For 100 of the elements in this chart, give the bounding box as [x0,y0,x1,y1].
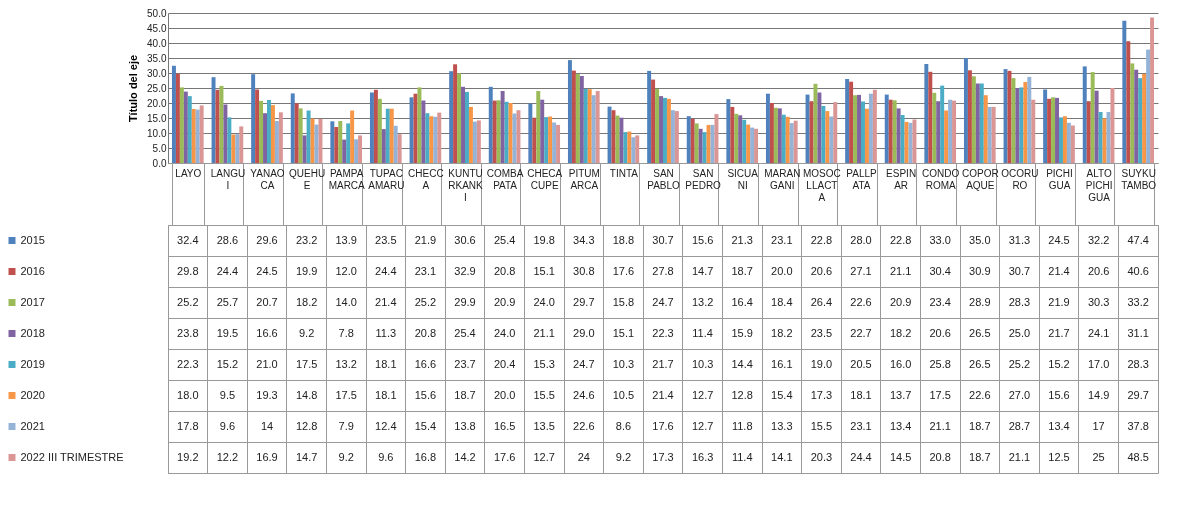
bar [191,109,196,163]
data-label: 19.3 [256,388,278,401]
data-label: 22.3 [177,357,199,370]
bar [674,111,679,163]
data-label: 21.1 [889,264,912,277]
bar [1043,89,1048,163]
data-label: 23.8 [177,326,199,339]
data-label: 7.9 [338,419,354,432]
data-label: 24.7 [573,357,595,370]
data-label: 33.2 [1127,295,1149,308]
bar [936,101,941,163]
data-label: 18.7 [731,264,753,277]
bar [381,129,386,163]
bar [251,74,256,163]
data-label: 22.8 [889,233,912,246]
data-label: 12.7 [691,388,714,401]
data-label: 17.6 [612,264,635,277]
data-label: 20.5 [850,357,872,370]
bar [979,83,984,163]
bar [575,73,580,163]
data-label: 21.9 [414,233,437,246]
bar [504,101,509,163]
bar [666,98,671,163]
data-label: 21.1 [929,419,951,432]
bar [223,104,228,163]
data-label: 18.1 [375,388,397,401]
x-tick-label: YANAOCA [250,167,285,191]
bar [659,96,663,163]
data-label: 20.6 [810,264,833,277]
data-label: 17.8 [177,419,199,432]
data-label: 23.1 [414,264,437,277]
bar [944,110,949,163]
data-label: 16.6 [414,357,437,370]
bar [1011,78,1016,163]
data-label: 20.9 [493,295,516,308]
bar [845,79,850,163]
bar [702,132,707,163]
x-tick-label: MARANGANI [764,167,801,191]
data-label: 14.8 [295,388,318,401]
data-label: 12.8 [295,419,318,432]
bar [892,100,897,163]
data-label: 24.6 [573,388,595,401]
x-tick-label: ALTO PICHIGUA [1085,167,1113,203]
bar [567,60,572,163]
bar [1062,116,1067,163]
data-label: 18.7 [969,419,991,432]
bar [904,121,909,163]
data-label: 25.4 [493,233,516,246]
bar [1015,88,1020,163]
bar [690,118,695,163]
bar [457,73,462,163]
bar [631,137,636,163]
y-tick-label: 45.0 [147,22,167,34]
bar [393,125,398,163]
bar [255,89,260,163]
data-label: 21.3 [731,233,753,246]
bar [556,124,561,163]
bar [425,113,430,163]
data-label: 16.1 [771,357,793,370]
data-label: 13.2 [691,295,714,308]
bar [1122,20,1127,163]
data-label: 18.1 [850,388,872,401]
data-label: 13.8 [454,419,476,432]
data-label: 27.1 [850,264,872,277]
bar [278,112,283,163]
data-label: 28.3 [1127,357,1149,370]
bar [195,109,200,163]
data-label: 29.0 [573,326,595,339]
bar [1138,78,1143,163]
bar [1066,122,1071,163]
legend-label: 2015 [20,233,45,246]
x-tick-label: QUEHUE [289,167,326,191]
bar [663,97,667,163]
bar [595,91,600,163]
bar [1055,97,1059,163]
bar [433,116,438,163]
data-label: 29.6 [256,233,278,246]
data-label: 20.6 [929,326,951,339]
bar [350,110,355,163]
data-label: 28.7 [1008,419,1031,432]
data-label: 26.5 [969,326,991,339]
x-tick-label: OCORURO [1001,167,1039,191]
bar [274,121,279,163]
y-axis-title: Título del eje [127,54,140,123]
bar [1023,82,1028,163]
data-label: 15.6 [414,388,437,401]
data-label: 17.5 [295,357,318,370]
bar [829,116,834,163]
bar [239,126,244,163]
bar [437,112,442,163]
data-label: 19.2 [177,450,199,463]
data-label: 14.2 [454,450,476,463]
data-label: 17.3 [652,450,674,463]
data-label: 12.7 [691,419,714,432]
x-tick-label: SUYKUTAMBO [1121,167,1157,191]
bar [940,85,945,163]
data-label: 20.4 [493,357,516,370]
data-label: 32.2 [1087,233,1110,246]
data-label: 21.9 [1048,295,1070,308]
data-label: 20.7 [256,295,278,308]
